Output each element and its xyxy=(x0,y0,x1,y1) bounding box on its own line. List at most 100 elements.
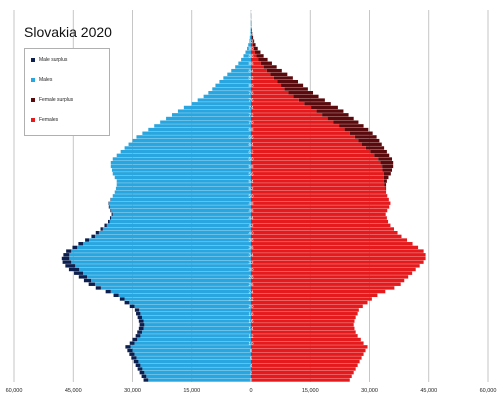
female-surplus-bar xyxy=(263,65,277,69)
male-surplus-bar xyxy=(85,238,90,242)
male-bar xyxy=(142,367,251,371)
male-bar xyxy=(160,120,251,124)
male-bar xyxy=(120,149,252,154)
female-bar xyxy=(251,76,274,80)
male-bar xyxy=(249,39,251,43)
female-bar xyxy=(251,378,350,382)
male-bar xyxy=(94,282,251,286)
female-surplus-bar xyxy=(383,179,387,183)
male-surplus-bar xyxy=(124,300,130,305)
male-bar xyxy=(146,374,251,379)
male-bar xyxy=(112,172,251,176)
female-bar xyxy=(251,79,278,84)
age-tick-label: 86 xyxy=(248,61,254,66)
legend-item-female-surplus: Female surplus xyxy=(31,95,73,105)
legend: Male surplus Males Female surplus Female… xyxy=(24,48,110,136)
age-tick-label: 94 xyxy=(248,31,254,36)
age-tick-label: 76 xyxy=(248,98,254,103)
male-surplus-bar xyxy=(113,293,119,297)
male-bar xyxy=(98,230,251,235)
female-surplus-bar xyxy=(266,68,282,73)
female-bar xyxy=(251,253,426,257)
female-surplus-bar xyxy=(256,54,264,58)
age-tick-label: 20 xyxy=(248,304,254,309)
population-tick-label: 45,000 xyxy=(420,388,437,394)
female-bar xyxy=(251,157,379,161)
age-tick-label: 2 xyxy=(250,370,253,375)
male-surplus-bar xyxy=(78,242,84,246)
male-surplus-bar xyxy=(137,367,143,371)
legend-item-male-surplus: Male surplus xyxy=(31,55,67,65)
male-bar xyxy=(111,168,252,172)
male-bar xyxy=(100,286,252,290)
male-surplus-bar xyxy=(104,223,107,228)
female-bar xyxy=(251,208,388,213)
male-bar xyxy=(75,264,251,268)
male-bar xyxy=(235,65,251,69)
female-bar xyxy=(251,374,352,379)
male-bar xyxy=(137,337,251,342)
male-bar xyxy=(231,68,251,73)
female-bar xyxy=(251,43,253,47)
male-bar xyxy=(166,116,251,121)
female-surplus-bar xyxy=(344,127,369,132)
legend-item-males: Males xyxy=(31,75,52,85)
male-bar xyxy=(89,238,251,242)
female-bar xyxy=(251,212,386,216)
female-bar xyxy=(251,175,384,180)
female-bar xyxy=(251,149,371,154)
male-surplus-bar xyxy=(134,308,140,312)
male-surplus-bar xyxy=(111,212,113,216)
population-tick-labels: 60,000 45,000 30,000 15,000 0 15,000 30,000 45,… xyxy=(6,388,497,394)
male-bar xyxy=(138,359,251,364)
male-surplus-bar xyxy=(133,359,139,364)
female-surplus-bar xyxy=(354,135,377,139)
female-bar xyxy=(251,264,420,268)
male-bar xyxy=(124,146,251,150)
female-surplus-bar xyxy=(384,183,387,187)
female-bar xyxy=(251,186,386,191)
female-bar xyxy=(251,54,257,58)
female-bar xyxy=(251,124,340,128)
male-surplus-bar xyxy=(119,297,125,301)
female-bar xyxy=(251,367,356,371)
male-bar xyxy=(183,105,251,110)
male-surplus-bar xyxy=(110,208,112,213)
female-bar xyxy=(251,323,354,327)
male-surplus-bar xyxy=(78,275,88,279)
male-bar xyxy=(116,153,251,158)
age-tick-label: 80 xyxy=(248,83,254,88)
male-bar xyxy=(203,94,251,99)
female-bar xyxy=(251,127,345,132)
age-tick-label: 56 xyxy=(248,171,254,176)
female-surplus-bar xyxy=(284,87,308,91)
legend-swatch xyxy=(31,98,35,102)
male-bar xyxy=(130,345,251,349)
age-tick-label: 16 xyxy=(248,319,254,324)
male-bar xyxy=(134,341,251,345)
female-bar xyxy=(251,46,254,51)
population-tick-label: 60,000 xyxy=(6,388,23,394)
female-bar xyxy=(251,116,328,121)
age-tick-label: 68 xyxy=(248,127,254,132)
female-bar xyxy=(251,83,282,88)
female-bar xyxy=(251,197,389,202)
female-bar xyxy=(251,190,387,194)
female-surplus-bar xyxy=(251,32,253,36)
female-bar xyxy=(251,223,391,228)
female-bar xyxy=(251,312,358,316)
male-surplus-bar xyxy=(137,315,142,320)
male-bar xyxy=(215,83,251,88)
male-surplus-bar xyxy=(129,341,135,345)
female-bar xyxy=(251,356,362,360)
male-surplus-bar xyxy=(138,319,144,323)
female-bar xyxy=(251,363,358,367)
age-tick-label: 28 xyxy=(248,275,254,280)
age-tick-label: 14 xyxy=(248,326,254,331)
age-tick-label: 30 xyxy=(248,267,254,272)
female-bar xyxy=(251,308,359,312)
female-bar xyxy=(251,334,358,338)
female-bar xyxy=(251,227,394,231)
female-surplus-bar xyxy=(260,61,272,65)
